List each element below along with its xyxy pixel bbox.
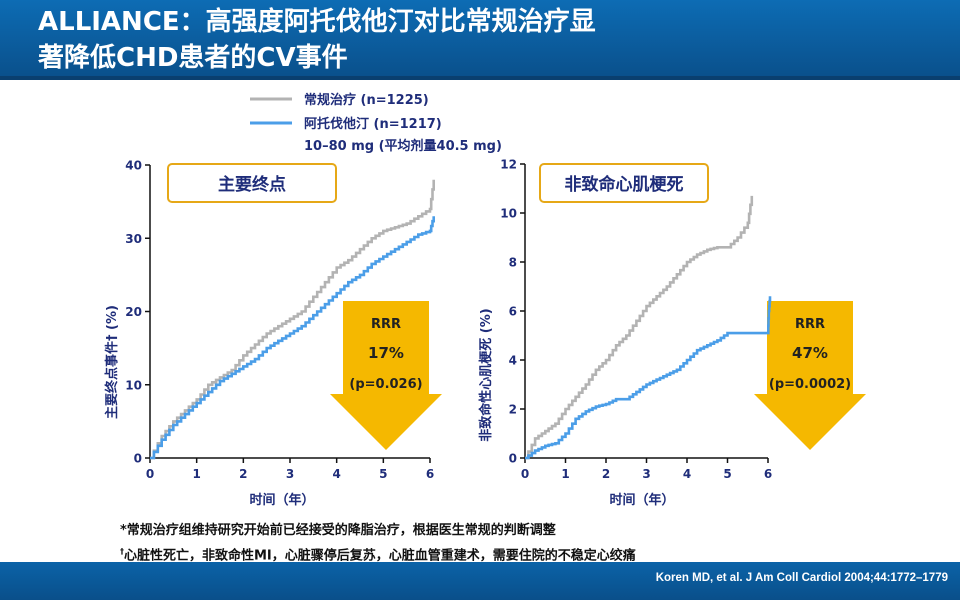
rrr-pvalue-primary: (p=0.026) bbox=[349, 377, 422, 392]
y-tick-label: 20 bbox=[125, 305, 142, 319]
x-tick-label: 1 bbox=[192, 467, 200, 481]
rrr-label-mi: RRR bbox=[795, 317, 825, 332]
footnotes: *常规治疗组维持研究开始前已经接受的降脂治疗，根据医生常规的判断调整 †心脏性死… bbox=[120, 520, 636, 566]
series-line-atorvastatin bbox=[150, 216, 435, 460]
x-tick-label: 0 bbox=[146, 467, 154, 481]
rrr-arrow-shape bbox=[754, 301, 866, 450]
slide-title: ALLIANCE：高强度阿托伐他汀对比常规治疗显 著降低CHD患者的CV事件 bbox=[38, 4, 938, 76]
x-tick-label: 2 bbox=[602, 467, 610, 481]
y-axis-label-mi: 非致命性心肌梗死 (%) bbox=[478, 308, 494, 441]
footnote-endpoint-text: 心脏性死亡，非致命性MI，心脏骤停后复苏，心脏血管重建术，需要住院的不稳定心绞痛 bbox=[124, 548, 636, 564]
x-tick-label: 0 bbox=[521, 467, 529, 481]
y-tick-label: 2 bbox=[509, 403, 517, 417]
slide-title-line2: 著降低CHD患者的CV事件 bbox=[38, 43, 348, 73]
rrr-pvalue-mi: (p=0.0002) bbox=[769, 377, 851, 392]
x-tick-label: 6 bbox=[426, 467, 434, 481]
x-tick-label: 6 bbox=[764, 467, 772, 481]
dagger-mark: † bbox=[120, 547, 124, 556]
x-axis-label-primary: 时间（年） bbox=[249, 492, 314, 508]
chart-title-mi: 非致命心肌梗死 bbox=[565, 174, 684, 195]
slide-title-line1: ALLIANCE：高强度阿托伐他汀对比常规治疗显 bbox=[38, 7, 596, 37]
plot-area-primary: 0 10 20 30 40 0 1 2 3 4 5 6 bbox=[125, 159, 435, 481]
title-underline bbox=[0, 76, 960, 80]
x-tick-label: 5 bbox=[379, 467, 387, 481]
y-tick-label: 4 bbox=[509, 354, 517, 368]
chart-title-box-primary bbox=[167, 163, 337, 203]
footer-bar: Koren MD, et al. J Am Coll Cardiol 2004;… bbox=[0, 562, 960, 600]
x-tick-label: 4 bbox=[683, 467, 691, 481]
y-tick-label: 6 bbox=[509, 305, 517, 319]
legend-label-usual: 常规治疗 (n=1225) bbox=[304, 92, 429, 108]
citation: Koren MD, et al. J Am Coll Cardiol 2004;… bbox=[655, 572, 948, 584]
rrr-value-mi: 47% bbox=[792, 344, 828, 362]
chart-title-primary: 主要终点 bbox=[218, 174, 286, 195]
footnote-usual-care: *常规治疗组维持研究开始前已经接受的降脂治疗，根据医生常规的判断调整 bbox=[120, 523, 556, 538]
y-tick-label: 40 bbox=[125, 159, 142, 173]
rrr-value-primary: 17% bbox=[368, 344, 404, 362]
x-tick-label: 2 bbox=[239, 467, 247, 481]
title-banner: ALLIANCE：高强度阿托伐他汀对比常规治疗显 著降低CHD患者的CV事件 bbox=[0, 0, 960, 80]
x-tick-label: 1 bbox=[561, 467, 569, 481]
y-tick-label: 10 bbox=[125, 378, 142, 392]
rrr-arrow-primary bbox=[330, 301, 442, 450]
chart-title-box-mi bbox=[539, 163, 709, 203]
y-tick-label: 30 bbox=[125, 232, 142, 246]
series-line-atorvastatin bbox=[525, 296, 772, 460]
chart-canvas: 常规治疗 (n=1225) 阿托伐他汀 (n=1217) 10–80 mg (平… bbox=[104, 92, 866, 508]
footnote-endpoint: †心脏性死亡，非致命性MI，心脏骤停后复苏，心脏血管重建术，需要住院的不稳定心绞… bbox=[120, 541, 636, 566]
rrr-arrow-shape bbox=[330, 301, 442, 450]
x-tick-label: 5 bbox=[723, 467, 731, 481]
legend-label-dose: 10–80 mg (平均剂量40.5 mg) bbox=[304, 138, 502, 154]
y-tick-label: 0 bbox=[509, 452, 517, 466]
x-tick-label: 3 bbox=[642, 467, 650, 481]
x-tick-label: 4 bbox=[332, 467, 340, 481]
y-tick-label: 0 bbox=[134, 452, 142, 466]
rrr-label-primary: RRR bbox=[371, 317, 401, 332]
rrr-arrow-mi bbox=[754, 301, 866, 450]
x-axis-label-mi: 时间（年） bbox=[609, 492, 674, 508]
series-line-usual bbox=[525, 195, 754, 460]
legend-label-ator: 阿托伐他汀 (n=1217) bbox=[304, 116, 442, 132]
y-axis-label-primary: 主要终点事件† (%) bbox=[104, 305, 120, 419]
legend: 常规治疗 (n=1225) 阿托伐他汀 (n=1217) 10–80 mg (平… bbox=[250, 92, 502, 154]
x-tick-label: 3 bbox=[286, 467, 294, 481]
y-tick-label: 12 bbox=[500, 158, 517, 172]
y-tick-label: 8 bbox=[509, 256, 517, 270]
y-tick-label: 10 bbox=[500, 207, 517, 221]
